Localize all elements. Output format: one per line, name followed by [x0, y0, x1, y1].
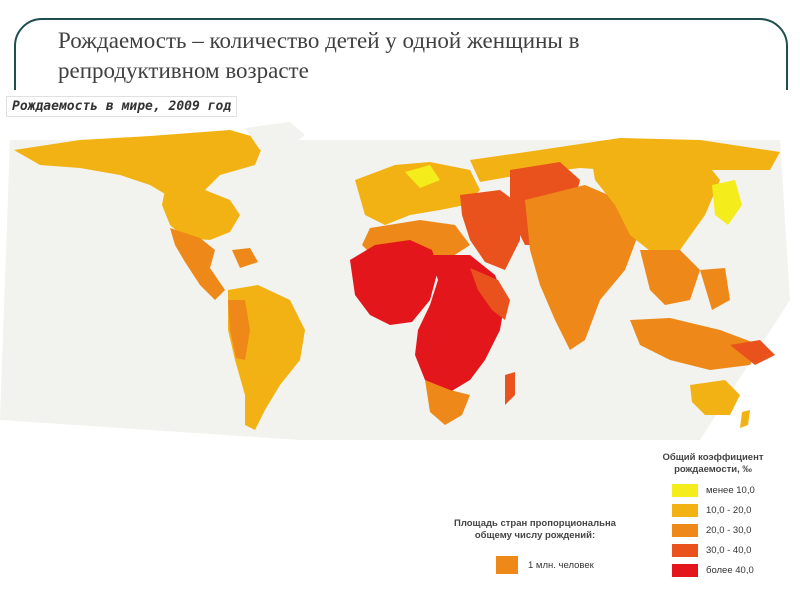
- legend-item: 20,0 - 30,0: [672, 524, 751, 537]
- region-mexico: [170, 228, 225, 300]
- legend-label: 30,0 - 40,0: [706, 545, 752, 556]
- legend-swatch: [672, 564, 698, 577]
- legend-swatch: [672, 504, 698, 517]
- region-europe: [355, 162, 480, 225]
- region-andes: [228, 300, 250, 360]
- area-scale: 1 млн. человек: [496, 556, 594, 574]
- legend-item: 30,0 - 40,0: [672, 544, 751, 557]
- legend-title: Общий коэффициент рождаемости, ‰: [662, 452, 764, 475]
- region-east-africa: [470, 268, 510, 320]
- legend-label: более 40,0: [706, 565, 754, 576]
- region-caribbean: [232, 248, 258, 268]
- region-new-guinea: [730, 340, 775, 365]
- region-madagascar: [505, 372, 515, 405]
- legend-item: 10,0 - 20,0: [672, 504, 751, 517]
- region-europe-low: [405, 165, 440, 188]
- slide-title: Рождаемость – количество детей у одной ж…: [58, 28, 580, 83]
- area-scale-swatch: [496, 556, 518, 574]
- region-southern-africa: [425, 380, 470, 425]
- region-china: [590, 148, 720, 255]
- region-australia: [690, 380, 740, 415]
- region-greenland: [245, 122, 305, 150]
- legend-item: более 40,0: [672, 564, 754, 577]
- region-west-africa: [350, 240, 438, 325]
- legend-label: менее 10,0: [706, 485, 755, 496]
- legend-label: 10,0 - 20,0: [706, 505, 752, 516]
- region-indonesia: [630, 318, 760, 370]
- legend-swatch: [672, 484, 698, 497]
- region-usa: [162, 188, 240, 240]
- region-southeast-asia: [640, 250, 700, 305]
- map-header: Рождаемость в мире, 2009 год: [6, 96, 238, 117]
- region-new-zealand: [740, 410, 750, 428]
- area-note: Площадь стран пропорциональна общему чис…: [454, 518, 616, 541]
- legend-swatch: [672, 524, 698, 537]
- cartogram-map: [0, 122, 790, 440]
- legend-item: менее 10,0: [672, 484, 755, 497]
- region-philippines: [700, 268, 730, 310]
- region-japan-korea: [712, 180, 742, 225]
- region-india: [525, 185, 640, 350]
- legend-label: 20,0 - 30,0: [706, 525, 752, 536]
- region-canada: [14, 130, 265, 200]
- region-middle-east: [460, 190, 520, 270]
- legend-swatch: [672, 544, 698, 557]
- area-scale-label: 1 млн. человек: [528, 559, 594, 571]
